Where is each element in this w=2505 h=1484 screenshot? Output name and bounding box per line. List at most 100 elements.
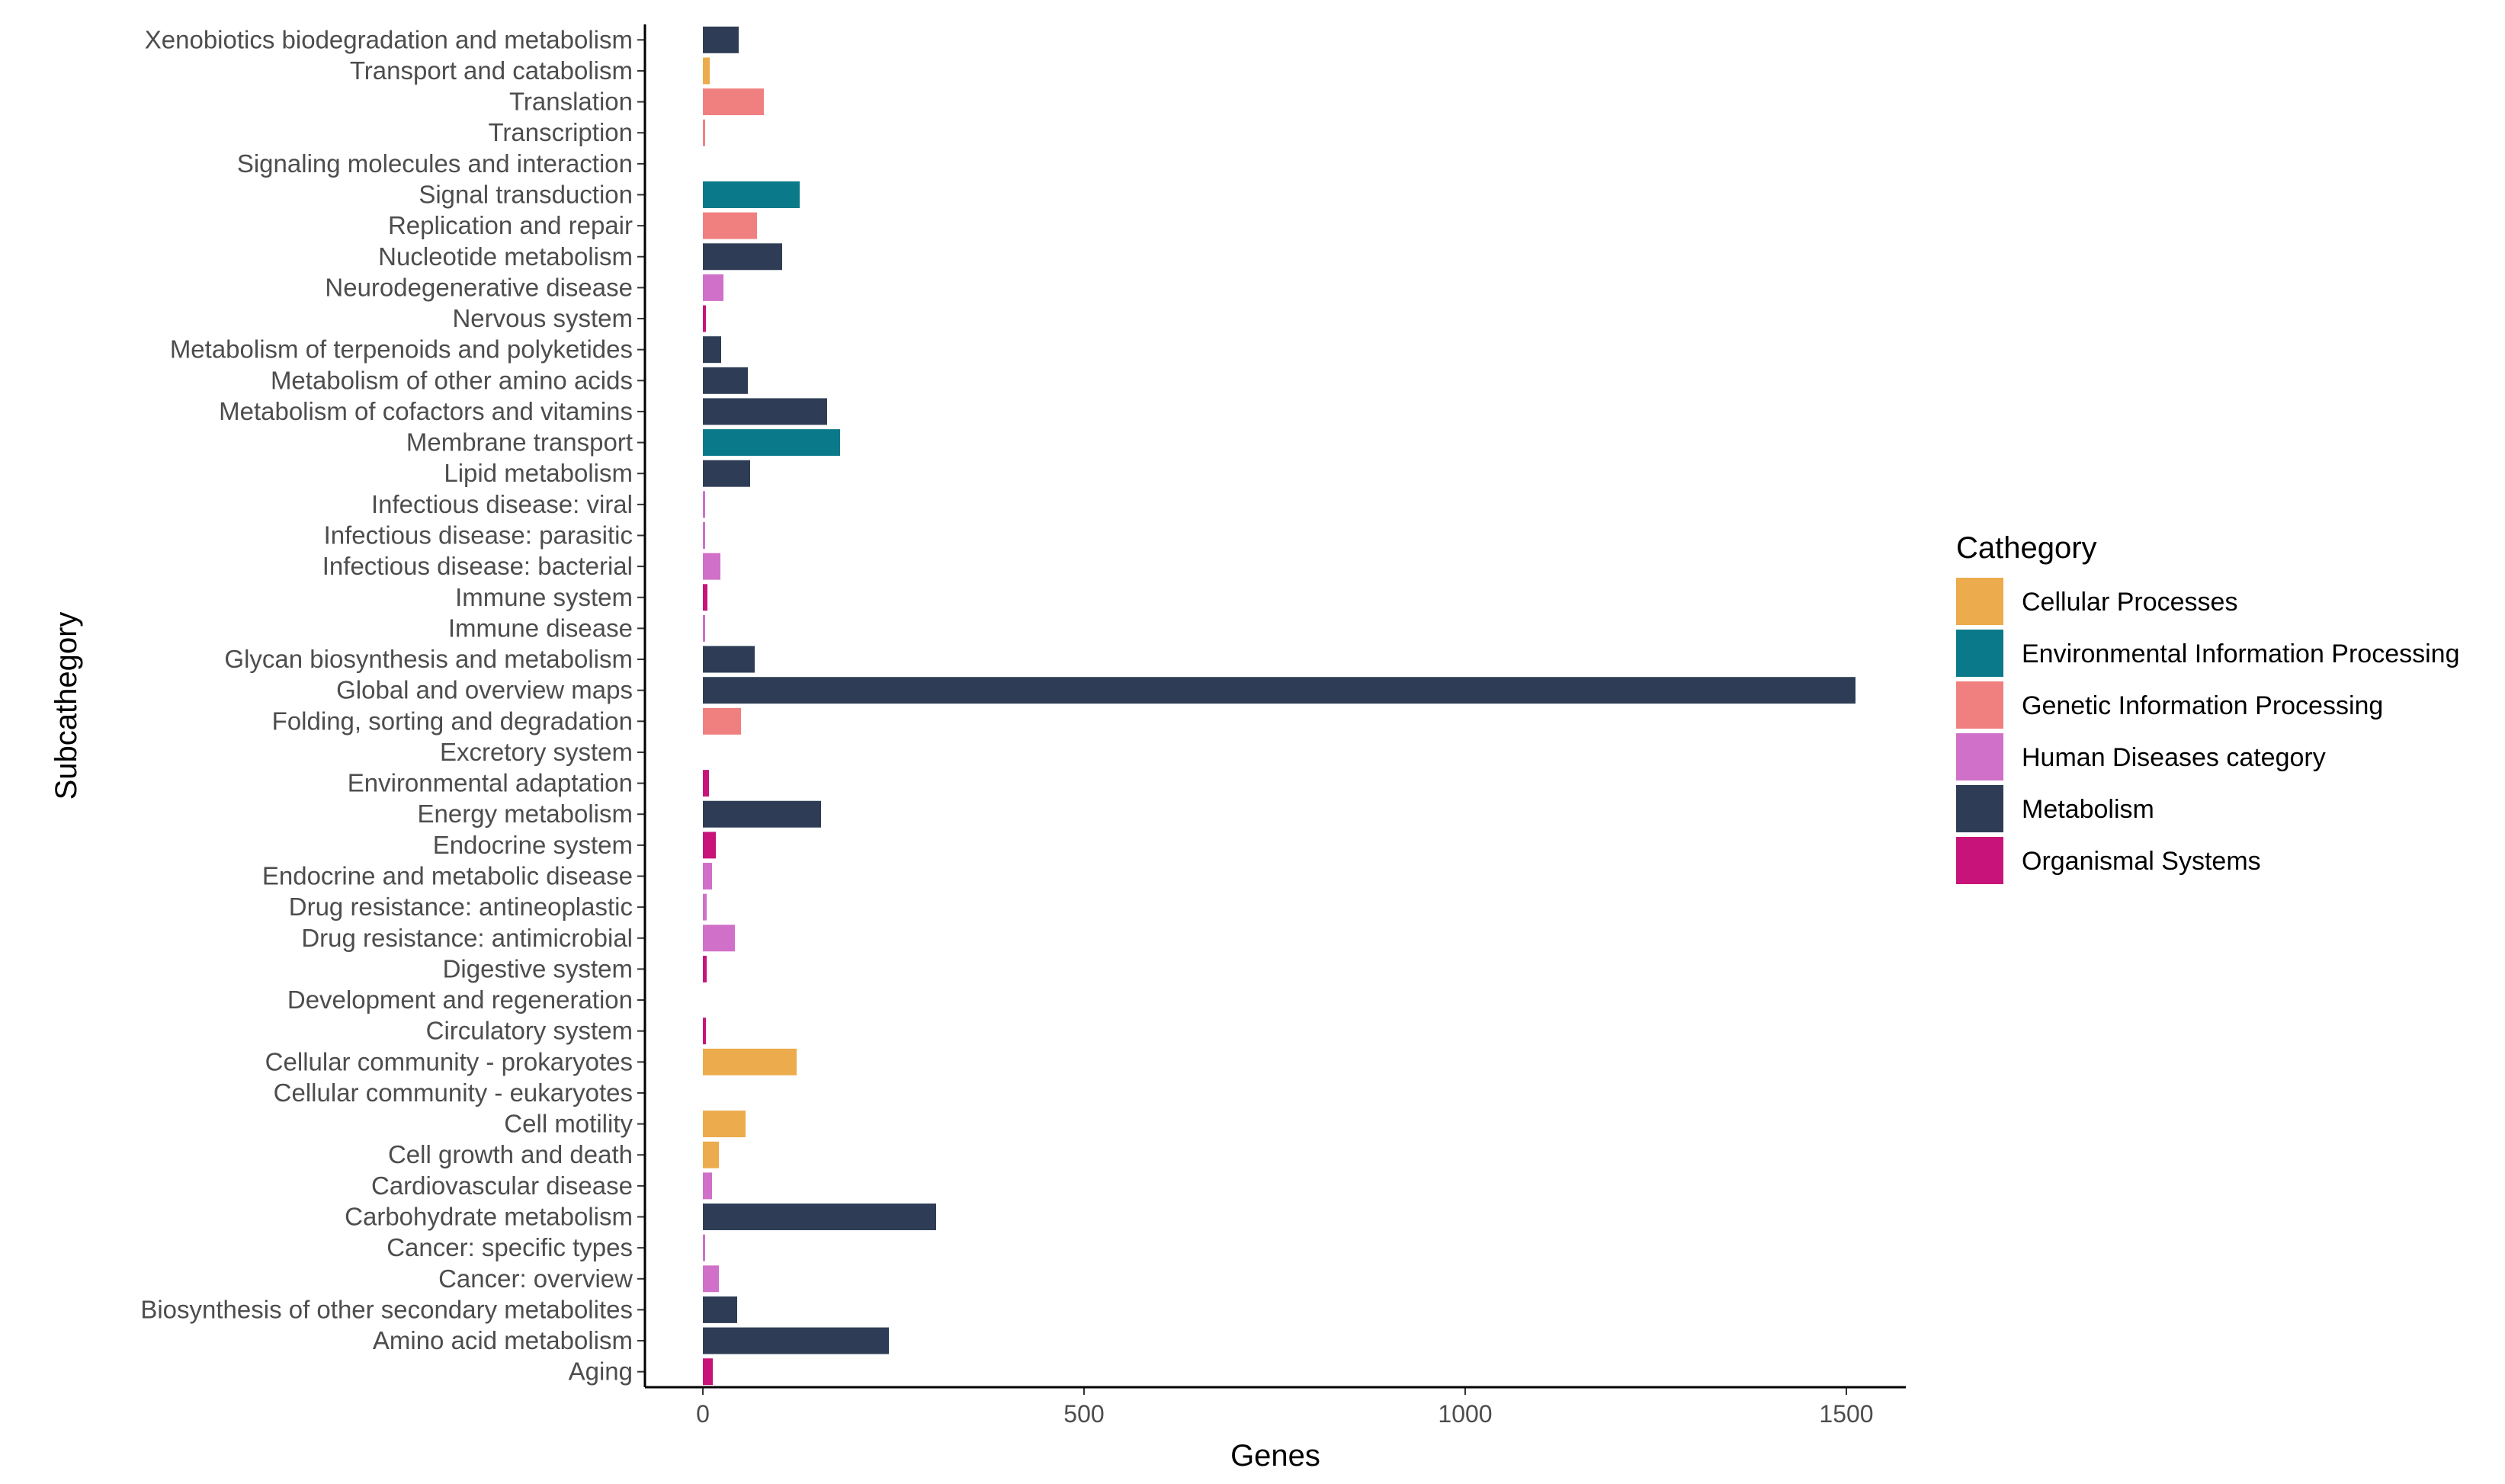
legend: Cathegory Cellular Processes Environmenta… xyxy=(1956,531,2460,884)
bar-11 xyxy=(703,367,748,394)
y-tick-label-29: Drug resistance: antimicrobial xyxy=(301,924,633,952)
y-axis-title: Subcathegory xyxy=(50,612,83,800)
legend-label-3: Human Diseases category xyxy=(2022,743,2326,772)
bar-7 xyxy=(703,243,782,271)
bar-10 xyxy=(703,336,721,364)
bar-16 xyxy=(703,522,705,549)
y-tick-label-32: Circulatory system xyxy=(426,1017,633,1045)
y-tick-label-37: Cardiovascular disease xyxy=(371,1171,633,1200)
bar-35 xyxy=(703,1111,746,1138)
bar-37 xyxy=(703,1172,712,1200)
y-tick-label-15: Infectious disease: viral xyxy=(371,490,633,518)
bar-13 xyxy=(703,429,840,457)
bar-15 xyxy=(703,491,705,518)
bar-6 xyxy=(703,212,757,239)
bar-1 xyxy=(703,57,710,85)
y-tick-label-34: Cellular community - eukaryotes xyxy=(274,1079,633,1107)
bar-19 xyxy=(703,614,705,642)
y-tick-label-20: Glycan biosynthesis and metabolism xyxy=(224,645,633,673)
bar-43 xyxy=(703,1358,713,1386)
bar-30 xyxy=(703,955,707,982)
y-tick-label-35: Cell motility xyxy=(504,1110,633,1138)
y-tick-label-6: Replication and repair xyxy=(388,211,633,239)
bar-14 xyxy=(703,460,750,487)
y-tick-label-14: Lipid metabolism xyxy=(444,459,633,487)
y-tick-label-22: Folding, sorting and degradation xyxy=(272,707,633,735)
legend-swatch-5 xyxy=(1956,837,2003,884)
legend-label-2: Genetic Information Processing xyxy=(2022,691,2383,720)
bars xyxy=(703,26,1855,1386)
legend-label-5: Organismal Systems xyxy=(2022,847,2261,876)
bar-5 xyxy=(703,181,800,208)
y-tick-label-4: Signaling molecules and interaction xyxy=(237,149,633,178)
x-tick-label-0: 0 xyxy=(696,1400,710,1428)
bar-32 xyxy=(703,1018,706,1045)
x-tick-label-3: 1500 xyxy=(1819,1400,1873,1428)
y-tick-label-24: Environmental adaptation xyxy=(348,769,633,797)
y-tick-label-42: Amino acid metabolism xyxy=(373,1326,633,1354)
bar-33 xyxy=(703,1048,797,1075)
bar-21 xyxy=(703,677,1855,704)
y-tick-label-30: Digestive system xyxy=(443,954,633,982)
y-tick-label-18: Immune system xyxy=(455,583,633,611)
bar-27 xyxy=(703,863,712,889)
bar-18 xyxy=(703,584,707,611)
bar-28 xyxy=(703,893,707,921)
y-tick-label-17: Infectious disease: bacterial xyxy=(322,552,633,580)
legend-title: Cathegory xyxy=(1956,531,2097,565)
bar-2 xyxy=(703,88,764,116)
y-tick-label-33: Cellular community - prokaryotes xyxy=(265,1047,633,1075)
y-tick-label-11: Metabolism of other amino acids xyxy=(271,366,633,394)
y-tick-label-28: Drug resistance: antineoplastic xyxy=(289,893,633,921)
y-tick-label-25: Energy metabolism xyxy=(418,800,633,828)
y-tick-label-9: Nervous system xyxy=(452,304,633,332)
bar-38 xyxy=(703,1204,936,1230)
y-tick-label-39: Cancer: specific types xyxy=(386,1233,633,1261)
bar-29 xyxy=(703,925,735,952)
bar-41 xyxy=(703,1296,737,1323)
y-tick-label-27: Endocrine and metabolic disease xyxy=(262,862,633,890)
y-tick-label-36: Cell growth and death xyxy=(388,1140,633,1168)
x-tick-label-2: 1000 xyxy=(1438,1400,1492,1428)
bar-3 xyxy=(703,119,705,146)
bar-17 xyxy=(703,553,720,580)
bar-20 xyxy=(703,646,755,673)
bar-22 xyxy=(703,707,741,735)
bar-26 xyxy=(703,832,716,859)
bar-24 xyxy=(703,770,709,797)
y-tick-label-26: Endocrine system xyxy=(433,831,633,859)
y-tick-label-13: Membrane transport xyxy=(406,428,633,457)
y-tick-label-31: Development and regeneration xyxy=(287,986,633,1014)
y-tick-label-0: Xenobiotics biodegradation and metabolis… xyxy=(145,25,633,53)
bar-12 xyxy=(703,398,827,425)
y-tick-labels: Xenobiotics biodegradation and metabolis… xyxy=(140,25,633,1385)
y-tick-label-41: Biosynthesis of other secondary metaboli… xyxy=(140,1295,633,1323)
y-ticks xyxy=(637,39,645,1373)
y-tick-label-19: Immune disease xyxy=(448,614,633,642)
legend-swatch-1 xyxy=(1956,630,2003,677)
y-tick-label-8: Neurodegenerative disease xyxy=(325,273,633,301)
bar-36 xyxy=(703,1141,719,1168)
legend-swatch-3 xyxy=(1956,733,2003,780)
y-tick-label-16: Infectious disease: parasitic xyxy=(324,521,633,550)
bar-42 xyxy=(703,1327,889,1354)
y-tick-label-1: Transport and catabolism xyxy=(350,56,633,85)
x-tick-label-1: 500 xyxy=(1063,1400,1104,1428)
y-tick-label-21: Global and overview maps xyxy=(336,676,633,704)
y-tick-label-10: Metabolism of terpenoids and polyketides xyxy=(170,335,633,364)
y-tick-label-38: Carbohydrate metabolism xyxy=(345,1203,633,1231)
legend-label-1: Environmental Information Processing xyxy=(2022,639,2460,668)
legend-swatch-4 xyxy=(1956,785,2003,832)
bar-8 xyxy=(703,274,723,301)
y-tick-label-43: Aging xyxy=(569,1357,633,1386)
x-axis-title: Genes xyxy=(1230,1439,1320,1473)
bar-40 xyxy=(703,1265,719,1293)
legend-label-4: Metabolism xyxy=(2022,795,2154,824)
legend-label-0: Cellular Processes xyxy=(2022,588,2237,617)
bar-39 xyxy=(703,1234,705,1261)
bar-25 xyxy=(703,800,821,828)
x-ticks: 0 500 1000 1500 xyxy=(696,1387,1874,1428)
legend-swatch-2 xyxy=(1956,681,2003,729)
y-tick-label-23: Excretory system xyxy=(440,738,633,766)
